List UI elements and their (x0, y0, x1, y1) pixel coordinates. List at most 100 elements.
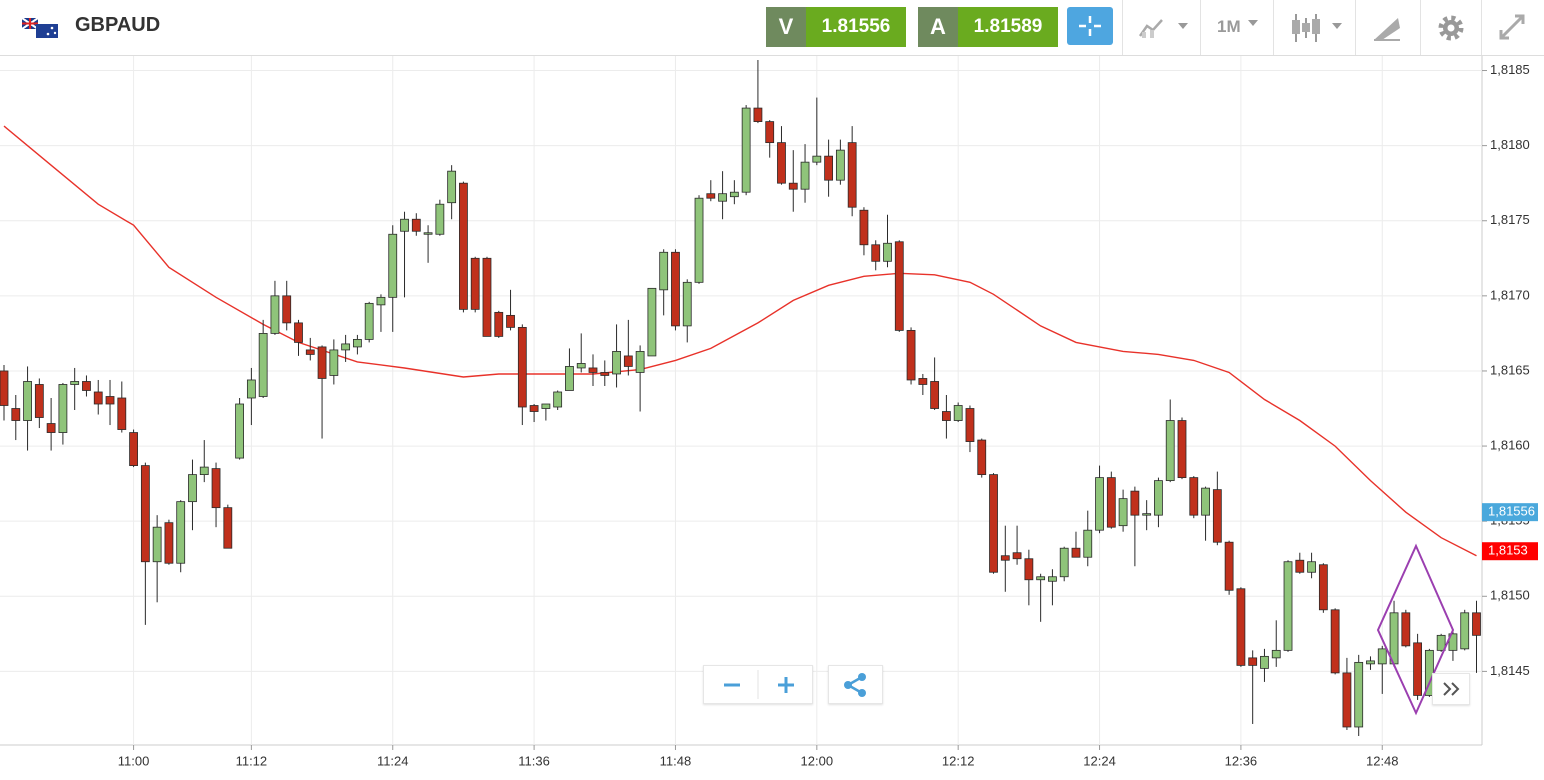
candle-body (23, 381, 32, 421)
candle-body (1448, 633, 1458, 651)
candle-body (411, 218, 421, 232)
price-label-box (1482, 542, 1538, 561)
candle-body (258, 333, 268, 397)
x-tick-label: 12:48 (1366, 753, 1399, 768)
candle-body (140, 465, 150, 563)
candle-body (1154, 480, 1163, 516)
candle-body (235, 403, 245, 459)
symbol: GBPAUD (75, 14, 161, 36)
candle-body (847, 142, 857, 208)
candle-body (1236, 588, 1246, 666)
y-tick-label: 1,8175 (1490, 212, 1530, 227)
candle-body (671, 251, 680, 327)
bid-label[interactable]: V (766, 7, 806, 47)
crosshair-button[interactable] (1067, 7, 1113, 45)
candle-body (918, 378, 928, 385)
y-tick-label: 1,8180 (1490, 137, 1530, 152)
candle-body (70, 381, 80, 385)
scroll-end-button[interactable] (1432, 673, 1470, 705)
ask-price[interactable]: 1.81589 (958, 7, 1058, 47)
candle-body (1271, 649, 1281, 659)
x-tick-label: 11:12 (236, 753, 268, 768)
timeframe[interactable]: 1M (1217, 17, 1241, 36)
x-tick-label: 11:24 (377, 753, 409, 768)
candle-body (1389, 612, 1399, 665)
candle-body (965, 408, 975, 442)
candle-body (1224, 541, 1234, 591)
x-tick-label: 11:48 (660, 753, 692, 768)
separator (1122, 0, 1123, 55)
candle-body (659, 251, 669, 291)
candle-body (1000, 555, 1010, 561)
candle-body (341, 343, 351, 351)
chart-type-button[interactable] (1138, 14, 1194, 40)
toolbar: GBPAUD V 1.81556 A 1.81589 1M (0, 0, 1544, 56)
ask-label[interactable]: A (918, 7, 958, 47)
draw-tool-button[interactable] (1372, 14, 1402, 42)
candle-body (482, 257, 492, 337)
candle-body (1401, 612, 1411, 647)
candle-body (788, 182, 798, 190)
candle-body (942, 411, 951, 421)
candle-body (447, 170, 457, 204)
candle-body (1413, 642, 1422, 696)
x-tick-label: 11:36 (518, 753, 550, 768)
candle-body (176, 501, 186, 564)
bid-price[interactable]: 1.81556 (806, 7, 906, 47)
settings-button[interactable] (1436, 13, 1466, 43)
marks (0, 56, 1487, 750)
candle-body (1318, 564, 1328, 611)
candle-body (682, 281, 692, 327)
share-button[interactable] (828, 665, 883, 704)
candle-body (906, 329, 916, 381)
candle-body (152, 526, 162, 563)
timeframe-caret[interactable] (1246, 16, 1262, 30)
separator (1273, 0, 1274, 55)
candle-body (317, 346, 327, 379)
candle-body (11, 408, 21, 421)
candle-body (612, 351, 621, 375)
candle-body (753, 107, 763, 122)
candle-body (459, 182, 468, 310)
candle-body (765, 121, 775, 144)
candle-body (529, 405, 539, 412)
candle-style-button[interactable] (1290, 12, 1346, 44)
candle-body (1248, 657, 1258, 666)
candle-body (565, 366, 574, 391)
candle-body (824, 155, 833, 181)
candle-body (1118, 498, 1128, 527)
zoom-controls (703, 665, 813, 704)
candle-body (706, 193, 716, 199)
candle-body (1460, 612, 1470, 650)
y-tick-label: 1,8165 (1490, 362, 1530, 377)
candle-body (188, 474, 197, 503)
x-tick-label: 12:12 (942, 753, 975, 768)
candle-body (635, 351, 645, 373)
candle-body (835, 149, 845, 181)
candle-body (105, 396, 115, 405)
candle-body (388, 233, 398, 298)
candle-body (1165, 420, 1175, 482)
candle-body (1106, 477, 1116, 528)
candle-body (1059, 547, 1069, 578)
separator (1355, 0, 1356, 55)
candle-body (470, 257, 480, 310)
candle-body (1354, 661, 1364, 728)
candle-body (1472, 612, 1481, 636)
candle-body (741, 107, 751, 193)
zoom-in[interactable] (778, 677, 794, 693)
separator (1420, 0, 1421, 55)
candle-body (329, 349, 339, 376)
candle-body (164, 522, 174, 564)
x-tick-label: 12:36 (1225, 753, 1258, 768)
candle-body (1212, 489, 1222, 543)
candle-body (588, 367, 598, 373)
candle-body (1295, 559, 1305, 573)
candle-body (0, 370, 9, 406)
candle-body (1436, 634, 1446, 651)
separator (1481, 0, 1482, 55)
candle-body (1201, 487, 1210, 516)
fullscreen-button[interactable] (1497, 12, 1527, 42)
candle-body (600, 372, 610, 376)
